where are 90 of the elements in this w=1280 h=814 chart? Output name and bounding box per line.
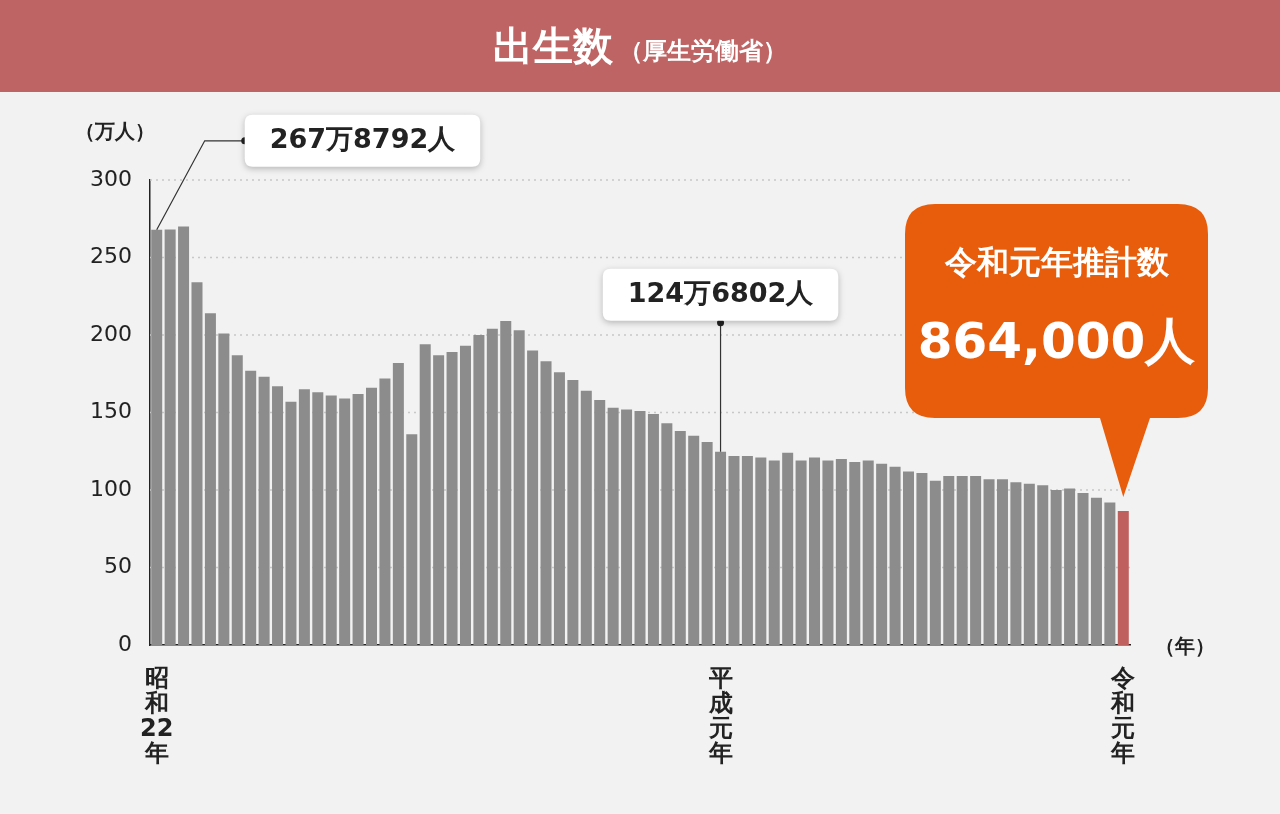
bar (849, 462, 861, 645)
bar (164, 229, 176, 645)
bar (916, 472, 928, 645)
bar (1050, 490, 1062, 645)
bar (433, 355, 445, 645)
bar (325, 395, 337, 645)
bar (956, 476, 968, 645)
bar (835, 459, 847, 645)
bar (406, 434, 418, 645)
bar (1023, 483, 1035, 645)
bar (983, 479, 995, 645)
bar (674, 431, 686, 645)
bar (446, 352, 458, 645)
bar (1064, 488, 1076, 645)
bar (715, 451, 727, 645)
bar (634, 410, 646, 645)
bar (473, 335, 485, 645)
bar (500, 321, 512, 645)
x-tick-label: 令和元年 (1110, 663, 1136, 768)
y-tick-label: 150 (90, 398, 132, 424)
bar (312, 392, 324, 645)
bar (862, 460, 874, 645)
bar (366, 387, 378, 645)
bar (151, 229, 163, 645)
bar (1077, 493, 1089, 645)
bar (1117, 511, 1129, 645)
bar (929, 480, 941, 645)
bar (513, 330, 525, 645)
bar (902, 471, 914, 645)
bar (621, 409, 633, 645)
y-tick-label: 100 (90, 475, 132, 501)
bar (661, 423, 673, 645)
y-tick-label: 0 (118, 630, 132, 656)
y-tick-label: 200 (90, 320, 132, 346)
y-tick-label: 50 (104, 553, 132, 579)
bar (889, 466, 901, 645)
bar (970, 476, 982, 645)
bar (809, 457, 821, 645)
bar (647, 414, 659, 645)
bar (540, 361, 552, 645)
bar (580, 390, 592, 645)
bar (245, 370, 257, 645)
bar (231, 355, 243, 645)
bar (352, 393, 364, 645)
bar (795, 460, 807, 645)
x-axis-title: （年） (1155, 634, 1215, 659)
bar (258, 376, 270, 645)
bar (768, 460, 780, 645)
bar (594, 400, 606, 645)
bar (741, 455, 753, 645)
bar (567, 379, 579, 645)
x-tick-label: 平成元年 (707, 663, 733, 768)
bar (701, 441, 713, 645)
bar (459, 345, 471, 645)
bar (607, 407, 619, 645)
bar (822, 460, 834, 645)
bar (1104, 502, 1116, 645)
bar (272, 386, 284, 645)
annotation: 267万8792人 (269, 122, 457, 154)
chart-subtitle: （厚生労働省） (619, 36, 787, 67)
bar (553, 372, 565, 645)
bar (392, 362, 404, 645)
x-tick-label: 昭和22年 (140, 663, 174, 768)
bar (218, 333, 230, 645)
y-tick-label: 250 (90, 243, 132, 269)
bar (1090, 497, 1102, 645)
bar (191, 282, 203, 645)
bar (996, 479, 1008, 645)
bar (728, 455, 740, 645)
chart-title: 出生数 (493, 21, 613, 71)
y-axis-title: （万人） (75, 119, 155, 144)
annotation: 令和元年推計数 864,000人 (916, 243, 1197, 370)
bar (527, 350, 539, 645)
annotation: 124万6802人 (627, 276, 815, 308)
bar (876, 463, 888, 645)
bar (486, 328, 498, 645)
bar (204, 313, 216, 645)
bar (943, 476, 955, 645)
bar (379, 378, 391, 645)
bar (285, 401, 297, 645)
bar (782, 452, 794, 645)
bar (755, 457, 767, 645)
bar (419, 344, 431, 645)
bar (688, 435, 700, 645)
bar (178, 226, 190, 645)
bar (339, 398, 351, 645)
bar (1037, 485, 1049, 645)
bar (298, 389, 310, 645)
bar (1010, 482, 1022, 645)
y-tick-label: 300 (90, 165, 132, 191)
